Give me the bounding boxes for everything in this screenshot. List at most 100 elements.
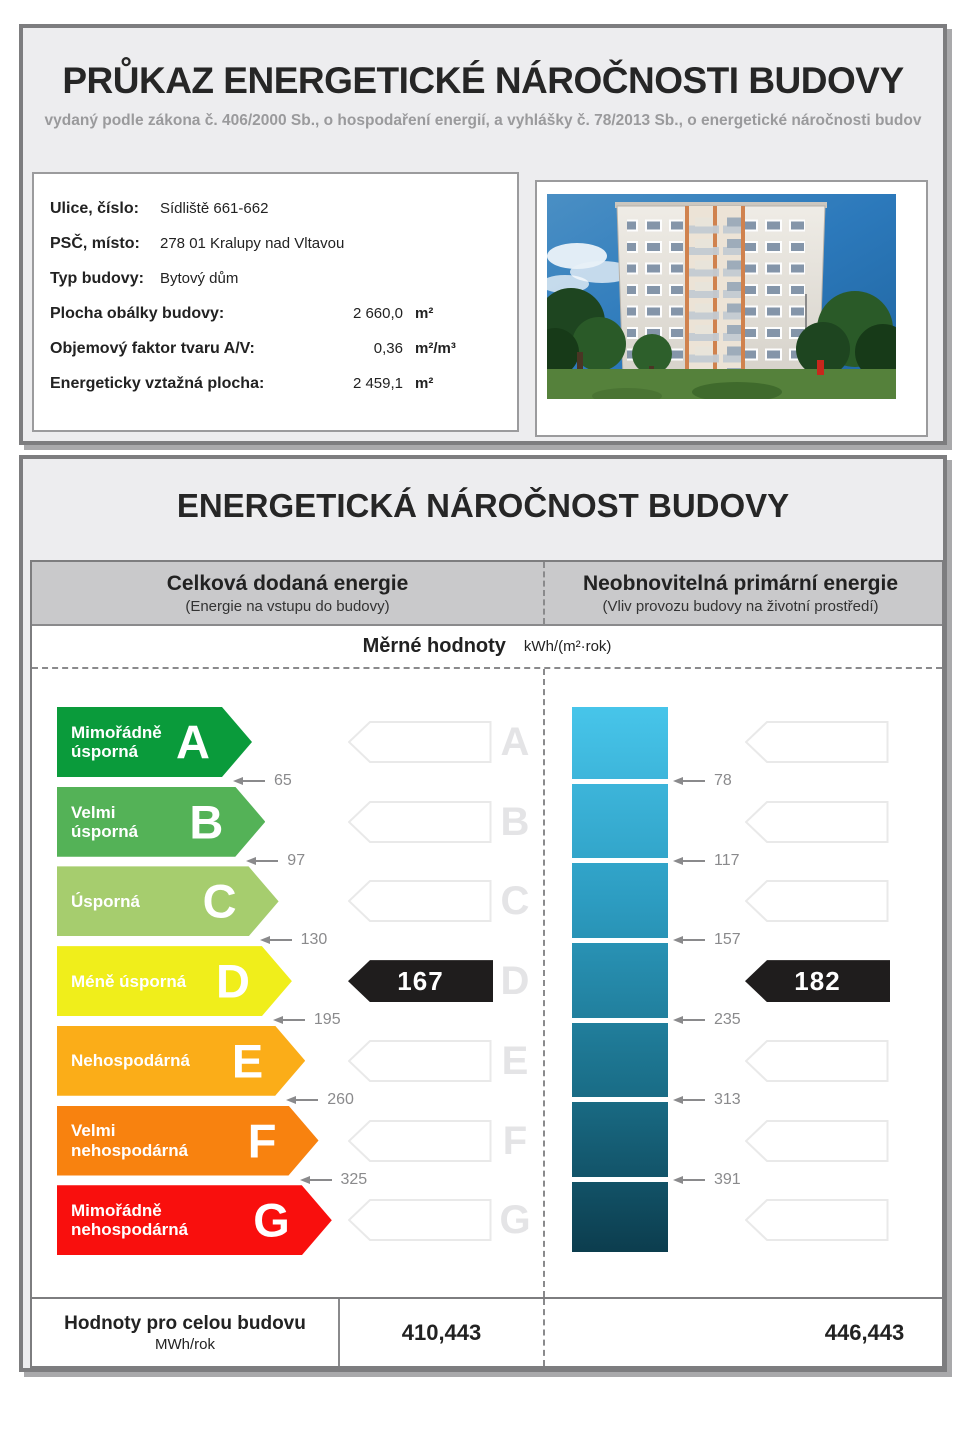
bar-divider: [572, 1177, 668, 1182]
units-value: kWh/(m²·rok): [523, 638, 612, 655]
ghost-arrow-right-B: [744, 800, 889, 843]
threshold-marker-right-A: 78: [672, 772, 732, 790]
info-unit: m²/m³: [415, 340, 456, 357]
threshold-value: 260: [327, 1090, 354, 1108]
info-row: Typ budovy: Bytový dům: [50, 270, 501, 305]
primary-energy-rating-value: 182: [794, 965, 841, 996]
threshold-marker-right-C: 157: [672, 931, 741, 949]
energy-performance-panel: ENERGETICKÁ NÁROČNOST BUDOVY Celková dod…: [19, 455, 947, 1372]
page-title: PRŮKAZ ENERGETICKÉ NÁROČNOSTI BUDOVY: [62, 60, 904, 101]
building-photo-frame: [531, 180, 928, 437]
threshold-value: 157: [714, 931, 741, 949]
totals-divider-dashed: [543, 1299, 545, 1366]
info-unit: m²: [415, 375, 434, 392]
info-label: Energeticky vztažná plocha:: [50, 375, 265, 392]
ghost-arrow-right-G: [744, 1199, 889, 1242]
info-label: PSČ, místo:: [50, 235, 140, 252]
threshold-marker-left-B: 97: [245, 852, 305, 870]
info-label: Plocha obálky budovy:: [50, 305, 225, 322]
bar-divider: [572, 937, 668, 943]
ghost-arrow-left-G: [347, 1199, 492, 1242]
primary-energy-gradient-bar: [572, 707, 668, 1252]
ghost-letter-F: F: [502, 1118, 528, 1163]
info-photo-row: Ulice, číslo: Sídliště 661-662 PSČ, místo:…: [32, 172, 928, 437]
class-arrow-C: Úsporná C: [57, 866, 279, 936]
ghost-arrow-right-F: [744, 1119, 889, 1162]
column-subtitle: (Energie na vstupu do budovy): [185, 597, 390, 615]
threshold-marker-left-C: 130: [259, 931, 328, 949]
bar-divider: [572, 1097, 668, 1103]
class-label: Velmi úsporná: [71, 802, 139, 841]
column-divider-dashed: [543, 562, 545, 624]
class-arrow-G: Mimořádně nehospodárná G: [57, 1185, 332, 1255]
class-label: Nehospodárná: [71, 1051, 191, 1071]
delivered-energy-rating-value: 167: [397, 965, 444, 996]
bar-divider: [572, 858, 668, 864]
info-row: Objemový faktor tvaru A/V: 0,36 m²/m³: [50, 340, 501, 375]
threshold-value: 130: [300, 931, 328, 949]
threshold-marker-right-B: 117: [672, 852, 740, 870]
class-label: Úsporná: [71, 891, 140, 911]
totals-label-cell: Hodnoty pro celou budovu MWh/rok: [32, 1299, 340, 1366]
ghost-letter-E: E: [501, 1038, 529, 1083]
total-delivered-energy-value: 410,443: [401, 1319, 482, 1345]
threshold-value: 391: [714, 1170, 741, 1188]
ghost-letter-D: D: [500, 959, 530, 1004]
ghost-letter-C: C: [500, 879, 530, 924]
info-row: Ulice, číslo: Sídliště 661-662: [50, 200, 501, 235]
threshold-value: 235: [714, 1011, 741, 1029]
ghost-arrow-left-B: [347, 800, 492, 843]
class-letter: F: [247, 1114, 277, 1167]
info-row: Energeticky vztažná plocha: 2 459,1 m²: [50, 375, 501, 410]
ghost-arrow-right-A: [744, 721, 889, 763]
info-value: 2 660,0: [352, 305, 403, 322]
column-title: Celková dodaná energie: [166, 571, 409, 595]
building-info-box: Ulice, číslo: Sídliště 661-662 PSČ, místo:…: [32, 172, 519, 432]
units-label: Měrné hodnoty: [362, 635, 506, 657]
threshold-value: 117: [714, 851, 740, 869]
class-arrow-F: Velmi nehospodárná F: [57, 1106, 319, 1176]
threshold-marker-left-A: 65: [232, 772, 292, 790]
info-label: Ulice, číslo:: [50, 200, 139, 217]
class-letter: E: [231, 1034, 264, 1088]
bar-divider: [572, 778, 668, 784]
ghost-arrow-right-E: [744, 1039, 889, 1082]
class-arrow-D: Méně úsporná D: [57, 946, 292, 1016]
class-label: Mimořádně úsporná: [71, 722, 162, 761]
column-subtitle: (Vliv provozu budovy na životní prostřed…: [602, 597, 879, 615]
threshold-marker-left-F: 325: [299, 1171, 367, 1189]
class-arrow-E: Nehospodárná E: [57, 1026, 305, 1096]
column-header-delivered-energy: Celková dodaná energie (Energie na vstup…: [32, 562, 543, 624]
class-letter: G: [253, 1193, 290, 1247]
bar-divider: [572, 1017, 668, 1023]
class-arrow-B: Velmi úsporná B: [57, 787, 265, 857]
info-value: 278 01 Kralupy nad Vltavou: [160, 235, 345, 252]
building-photo: [531, 194, 911, 404]
totals-row: Hodnoty pro celou budovu MWh/rok 410,443…: [32, 1297, 942, 1366]
section-title: ENERGETICKÁ NÁROČNOST BUDOVY: [176, 487, 790, 524]
class-label: Mimořádně nehospodárná: [71, 1201, 189, 1240]
scale-area: Mimořádně úsporná A A 65 78 Velmi úsporná B B 97…: [32, 669, 942, 1297]
totals-unit: MWh/rok: [155, 1335, 215, 1353]
threshold-marker-right-F: 391: [672, 1171, 741, 1189]
ghost-letter-G: G: [499, 1198, 531, 1243]
ghost-arrow-left-C: [347, 880, 492, 923]
ghost-arrow-left-E: [347, 1039, 492, 1082]
units-row: Měrné hodnoty kWh/(m²·rok): [32, 626, 942, 669]
class-letter: A: [176, 715, 210, 769]
energy-table: Celková dodaná energie (Energie na vstup…: [30, 560, 944, 1368]
ghost-letter-B: B: [500, 799, 530, 844]
class-letter: D: [215, 954, 250, 1008]
primary-energy-rating-arrow: 182: [745, 960, 890, 1003]
info-unit: m²: [415, 305, 434, 322]
threshold-marker-left-E: 260: [285, 1091, 354, 1109]
class-label: Velmi nehospodárná: [71, 1121, 189, 1160]
threshold-value: 78: [714, 772, 732, 789]
info-label: Objemový faktor tvaru A/V:: [50, 340, 255, 357]
threshold-value: 195: [313, 1011, 341, 1029]
delivered-energy-rating-arrow: 167: [348, 960, 493, 1003]
info-value: Bytový dům: [160, 270, 239, 287]
threshold-value: 97: [287, 851, 306, 869]
page-subtitle: vydaný podle zákona č. 406/2000 Sb., o h…: [44, 112, 922, 129]
